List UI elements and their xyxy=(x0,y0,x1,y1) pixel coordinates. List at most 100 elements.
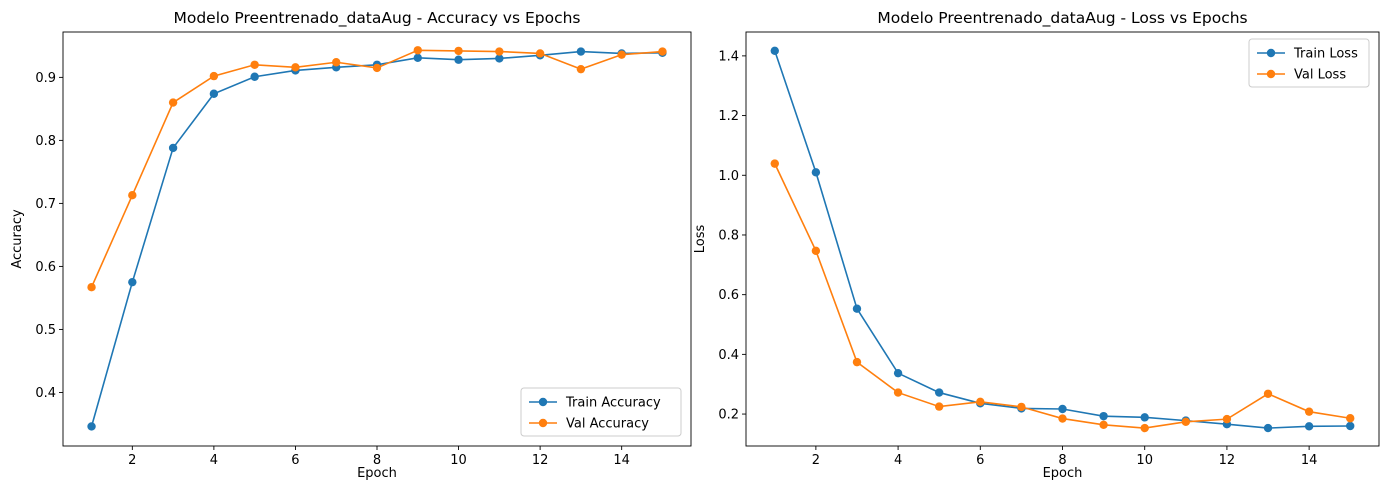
data-point xyxy=(454,55,463,64)
data-point xyxy=(372,63,382,73)
data-point xyxy=(128,191,137,200)
data-point xyxy=(1140,413,1149,422)
y-tick-label: 1.0 xyxy=(718,169,739,184)
data-point xyxy=(1346,414,1355,423)
data-point xyxy=(770,46,779,56)
data-point xyxy=(893,368,903,378)
series-line-1 xyxy=(774,163,1351,429)
y-tick-label: 0.8 xyxy=(35,134,56,149)
data-point xyxy=(168,143,178,153)
data-point xyxy=(852,357,862,367)
data-point xyxy=(1140,423,1149,433)
legend-label: Val Accuracy xyxy=(566,417,649,432)
x-tick-label: 12 xyxy=(1219,453,1236,468)
y-tick-label: 0.2 xyxy=(718,408,739,423)
data-point xyxy=(1181,417,1191,427)
data-point xyxy=(291,63,300,72)
x-tick-label: 4 xyxy=(894,453,902,468)
x-tick-label: 2 xyxy=(812,453,820,468)
data-point xyxy=(811,168,821,177)
legend-label: Train Accuracy xyxy=(565,396,661,411)
data-point xyxy=(495,47,504,56)
x-tick-label: 4 xyxy=(210,453,218,468)
legend-marker xyxy=(1266,69,1276,79)
legend-box xyxy=(520,387,682,437)
y-tick-label: 1.2 xyxy=(718,109,739,124)
x-tick-label: 10 xyxy=(1136,453,1153,468)
x-tick-label: 8 xyxy=(373,453,381,468)
data-point xyxy=(128,277,137,287)
data-point xyxy=(454,46,463,56)
data-point xyxy=(811,246,821,255)
data-point xyxy=(168,98,178,107)
series-line-1 xyxy=(90,49,663,288)
data-point xyxy=(576,64,586,74)
series-line-0 xyxy=(90,50,663,427)
y-tick-label: 0.4 xyxy=(35,386,56,401)
y-tick-label: 0.6 xyxy=(718,288,739,303)
data-point xyxy=(976,397,985,407)
legend-label: Train Loss xyxy=(1293,47,1358,62)
y-tick-label: 1.4 xyxy=(718,49,739,64)
data-point xyxy=(1263,423,1273,433)
chart-title: Modelo Preentrenado_dataAug - Loss vs Ep… xyxy=(877,9,1247,28)
data-point xyxy=(535,49,545,58)
data-point xyxy=(934,388,944,397)
chart-title: Modelo Preentrenado_dataAug - Accuracy v… xyxy=(173,9,580,28)
data-point xyxy=(1099,420,1108,430)
data-point xyxy=(1017,402,1026,412)
data-point xyxy=(495,54,504,63)
data-point xyxy=(1304,422,1314,431)
y-tick-label: 0.5 xyxy=(35,323,56,338)
y-tick-label: 0.4 xyxy=(718,348,739,363)
legend: Train Loss Val Loss xyxy=(1248,38,1370,88)
legend-box xyxy=(1248,38,1370,88)
plot-frame xyxy=(745,31,1380,447)
x-axis-label: Epoch xyxy=(1043,466,1083,481)
x-axis-label: Epoch xyxy=(357,466,397,481)
x-tick-label: 14 xyxy=(613,453,630,468)
data-point xyxy=(250,60,259,69)
data-point xyxy=(1263,389,1273,398)
legend-marker xyxy=(538,397,548,407)
data-point xyxy=(1058,404,1067,414)
x-tick-label: 10 xyxy=(450,453,467,468)
data-point xyxy=(658,47,667,56)
x-tick-label: 6 xyxy=(291,453,299,468)
y-tick-label: 0.6 xyxy=(35,260,56,275)
data-point xyxy=(576,47,586,56)
data-point xyxy=(1222,414,1232,424)
data-point xyxy=(617,50,626,59)
data-point xyxy=(87,283,96,292)
x-tick-label: 14 xyxy=(1301,453,1318,468)
series-line-0 xyxy=(774,50,1351,429)
legend-label: Val Loss xyxy=(1294,68,1346,83)
x-tick-label: 12 xyxy=(532,453,549,468)
data-point xyxy=(413,53,422,63)
accuracy-chart: Modelo Preentrenado_dataAug - Accuracy v… xyxy=(10,9,692,481)
data-point xyxy=(1099,411,1108,421)
data-point xyxy=(1304,407,1314,416)
legend: Train Accuracy Val Accuracy xyxy=(520,387,682,437)
plot-frame xyxy=(62,31,692,447)
data-point xyxy=(413,46,422,55)
y-axis-label: Loss xyxy=(693,225,708,254)
y-axis-label: Accuracy xyxy=(10,209,25,269)
data-point xyxy=(209,89,219,98)
legend-marker xyxy=(538,418,548,428)
data-point xyxy=(934,402,944,411)
x-tick-label: 8 xyxy=(1058,453,1066,468)
loss-chart: Modelo Preentrenado_dataAug - Loss vs Ep… xyxy=(693,9,1380,481)
data-point xyxy=(332,58,341,67)
data-point xyxy=(852,304,862,313)
x-tick-label: 2 xyxy=(128,453,136,468)
data-point xyxy=(87,422,96,431)
data-point xyxy=(209,71,219,81)
y-tick-label: 0.9 xyxy=(35,71,56,86)
x-tick-label: 6 xyxy=(976,453,984,468)
data-point xyxy=(1058,414,1067,423)
data-point xyxy=(1346,421,1355,431)
data-point xyxy=(770,159,779,168)
